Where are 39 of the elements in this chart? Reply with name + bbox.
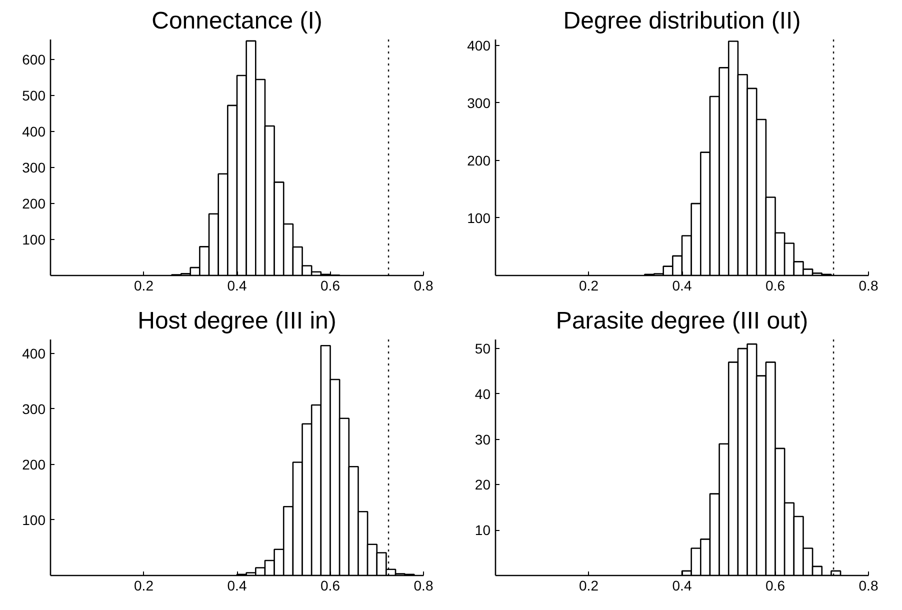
y-tick-label: 200: [22, 195, 46, 212]
x-tick-label: 0.4: [227, 578, 247, 594]
y-tick-label: 300: [22, 400, 46, 417]
x-tick-label: 0.6: [766, 278, 786, 294]
y-tick-label: 100: [22, 512, 46, 528]
y-tick-label: 200: [467, 152, 491, 168]
y-tick-label: 10: [474, 522, 491, 538]
y-tick-label: 50: [474, 340, 491, 357]
chart-title: Connectance (I): [152, 8, 322, 34]
y-tick-label: 300: [467, 94, 491, 111]
y-tick-label: 500: [22, 87, 46, 104]
x-tick-label: 0.8: [414, 278, 434, 294]
y-tick-label: 30: [474, 431, 491, 448]
x-tick-label: 0.4: [672, 578, 692, 594]
y-tick-label: 100: [22, 231, 46, 248]
chart-title: Parasite degree (III out): [556, 308, 808, 334]
x-tick-label: 0.6: [320, 578, 340, 594]
x-tick-label: 0.6: [766, 578, 786, 594]
x-tick-label: 0.8: [414, 578, 434, 594]
x-tick-label: 0.8: [858, 278, 878, 294]
chart-title: Degree distribution (II): [563, 8, 801, 34]
x-tick-label: 0.8: [858, 578, 878, 594]
y-tick-label: 400: [22, 345, 46, 362]
y-tick-label: 40: [474, 386, 491, 402]
y-tick-label: 20: [474, 476, 491, 493]
x-tick-label: 0.4: [227, 278, 247, 294]
y-tick-label: 200: [22, 456, 46, 472]
y-tick-label: 100: [467, 210, 491, 226]
y-tick-label: 400: [467, 37, 491, 54]
x-tick-label: 0.2: [134, 578, 154, 594]
x-tick-label: 0.6: [320, 278, 340, 294]
x-tick-label: 0.2: [579, 278, 599, 294]
x-tick-label: 0.2: [579, 578, 599, 594]
x-tick-label: 0.4: [672, 278, 692, 294]
chart-title: Host degree (III in): [138, 308, 336, 334]
y-tick-label: 300: [22, 159, 46, 176]
y-tick-label: 600: [22, 51, 46, 68]
y-tick-label: 400: [22, 123, 46, 140]
x-tick-label: 0.2: [134, 278, 154, 294]
